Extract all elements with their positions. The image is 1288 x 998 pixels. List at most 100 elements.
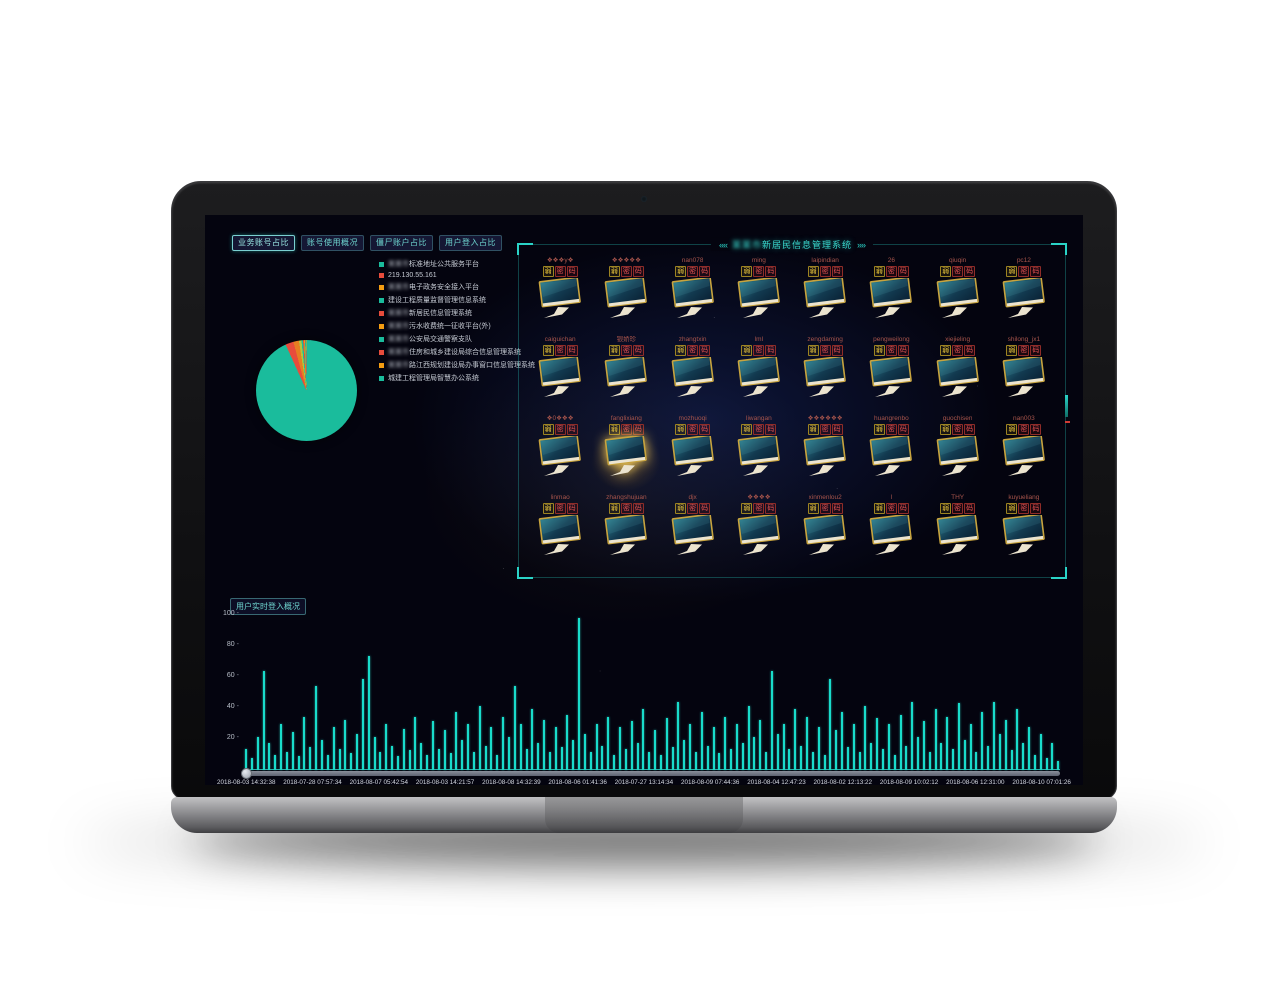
monitor-icon[interactable] [867,434,915,485]
legend-item[interactable]: 219.130.55.161 [379,272,535,279]
login-bar [274,754,277,770]
tab-2[interactable]: 僵尸账户占比 [370,235,433,251]
user-cell[interactable]: nan003 弱密码 [991,415,1057,494]
user-cell[interactable]: THY 弱密码 [925,494,991,573]
user-cell[interactable]: ming 弱密码 [726,257,792,336]
user-cell[interactable]: zengdaming 弱密码 [792,336,858,415]
monitor-icon[interactable] [801,276,849,327]
user-cell[interactable]: qiuqin 弱密码 [925,257,991,336]
monitor-graphic [936,355,979,397]
legend-item[interactable]: 城建工程管理局智慧办公系统 [379,373,535,383]
weak-password-badge: 码 [765,344,777,356]
monitor-icon[interactable] [669,355,717,406]
legend-item[interactable]: 某某市电子政务安全接入平台 [379,282,535,292]
weak-password-badge: 码 [964,502,976,514]
zoom-slider-handle[interactable] [241,768,252,779]
monitor-icon[interactable] [1000,513,1048,564]
monitor-icon[interactable] [801,513,849,564]
user-cell[interactable]: kuyueliang 弱密码 [991,494,1057,573]
monitor-icon[interactable] [934,355,982,406]
username-label: zengdaming [807,336,843,343]
user-cell[interactable]: xinmenlou2 弱密码 [792,494,858,573]
user-cell[interactable]: fanglixiang 弱密码 [591,415,662,494]
monitor-icon[interactable] [735,513,783,564]
user-cell[interactable]: 银娇珍弱密码 [593,336,659,415]
tab-1[interactable]: 账号使用概况 [301,235,364,251]
password-badges: 弱密码 [940,265,976,277]
user-cell[interactable]: caiguichan 弱密码 [527,336,593,415]
monitor-icon[interactable] [867,513,915,564]
monitor-icon[interactable] [536,355,584,406]
login-bar [291,732,294,770]
monitor-icon[interactable] [867,355,915,406]
redacted-city-prefix: 某某市 [388,284,409,291]
weak-password-badge: 弱 [542,344,554,356]
legend-item[interactable]: 某某市污水收费统一征收平台(外) [379,321,535,331]
monitor-icon[interactable] [735,434,783,485]
zoom-slider-track[interactable] [241,768,1060,779]
user-cell[interactable]: ❖❖❖❖ 弱密码 [726,494,792,573]
user-cell[interactable]: guochisen 弱密码 [925,415,991,494]
user-cell[interactable]: zhangtxin 弱密码 [660,336,726,415]
user-cell[interactable]: ❖0❖❖❖ 弱密码 [527,415,593,494]
user-cell[interactable]: mozhuoqi 弱密码 [660,415,726,494]
user-cell[interactable]: pengweilong 弱密码 [858,336,924,415]
user-cell[interactable]: zhangshujuan 弱密码 [593,494,659,573]
user-cell[interactable]: ❖❖❖❖❖❖ 弱密码 [792,415,858,494]
login-bar [730,748,733,770]
monitor-icon[interactable] [934,276,982,327]
legend-item[interactable]: 某某市路江西规划建设局办事窗口信息管理系统 [379,360,535,370]
tab-3[interactable]: 用户登入占比 [439,235,502,251]
legend-item[interactable]: 某某市住房和城乡建设局综合信息管理系统 [379,347,535,357]
password-badges: 弱密码 [1006,344,1042,356]
monitor-icon[interactable] [669,276,717,327]
monitor-icon[interactable] [602,434,650,485]
tab-0[interactable]: 业务账号占比 [232,235,295,251]
legend-item[interactable]: 某某市标准地址公共服务平台 [379,259,535,269]
legend-item[interactable]: 某某市公安局交通警察支队 [379,334,535,344]
user-cell[interactable]: nan078 弱密码 [660,257,726,336]
monitor-icon[interactable] [934,434,982,485]
monitor-icon[interactable] [602,276,650,327]
monitor-icon[interactable] [536,276,584,327]
user-cell[interactable]: lml 弱密码 [726,336,792,415]
monitor-icon[interactable] [1000,434,1048,485]
login-bar [706,745,709,770]
login-bar [554,727,557,770]
next-page-icon[interactable]: »» [857,239,866,250]
user-cell[interactable]: shilong_jx1 弱密码 [991,336,1057,415]
monitor-icon[interactable] [934,513,982,564]
monitor-icon[interactable] [801,355,849,406]
user-cell[interactable]: laipindian 弱密码 [792,257,858,336]
monitor-icon[interactable] [867,276,915,327]
user-cell[interactable]: liwangan 弱密码 [726,415,792,494]
legend-swatch [379,336,384,342]
legend-swatch [379,375,384,381]
user-cell[interactable]: 26 弱密码 [858,257,924,336]
user-cell[interactable]: huangrenbo 弱密码 [858,415,924,494]
monitor-icon[interactable] [735,355,783,406]
monitor-icon[interactable] [735,276,783,327]
legend-item[interactable]: 建设工程质量监督管理信息系统 [379,295,535,305]
monitor-icon[interactable] [801,434,849,485]
user-cell[interactable]: linmao 弱密码 [527,494,593,573]
monitor-icon[interactable] [669,434,717,485]
user-cell[interactable]: pc12 弱密码 [991,257,1057,336]
user-cell[interactable]: xiejieling 弱密码 [925,336,991,415]
weak-password-badge: 弱 [873,344,885,356]
monitor-icon[interactable] [602,513,650,564]
user-cell[interactable]: djx 弱密码 [660,494,726,573]
legend-item[interactable]: 某某市新居民信息管理系统 [379,308,535,318]
monitor-icon[interactable] [602,355,650,406]
user-cell[interactable]: ❖❖❖❖❖ 弱密码 [593,257,659,336]
monitor-icon[interactable] [669,513,717,564]
monitor-icon[interactable] [1000,355,1048,406]
monitor-icon[interactable] [536,513,584,564]
user-cell[interactable]: ❖❖❖y❖ 弱密码 [527,257,593,336]
username-label: mozhuoqi [678,415,707,422]
monitor-icon[interactable] [1000,276,1048,327]
prev-page-icon[interactable]: «« [718,239,728,250]
y-tick-label: 60- [226,672,239,679]
monitor-icon[interactable] [536,434,584,485]
